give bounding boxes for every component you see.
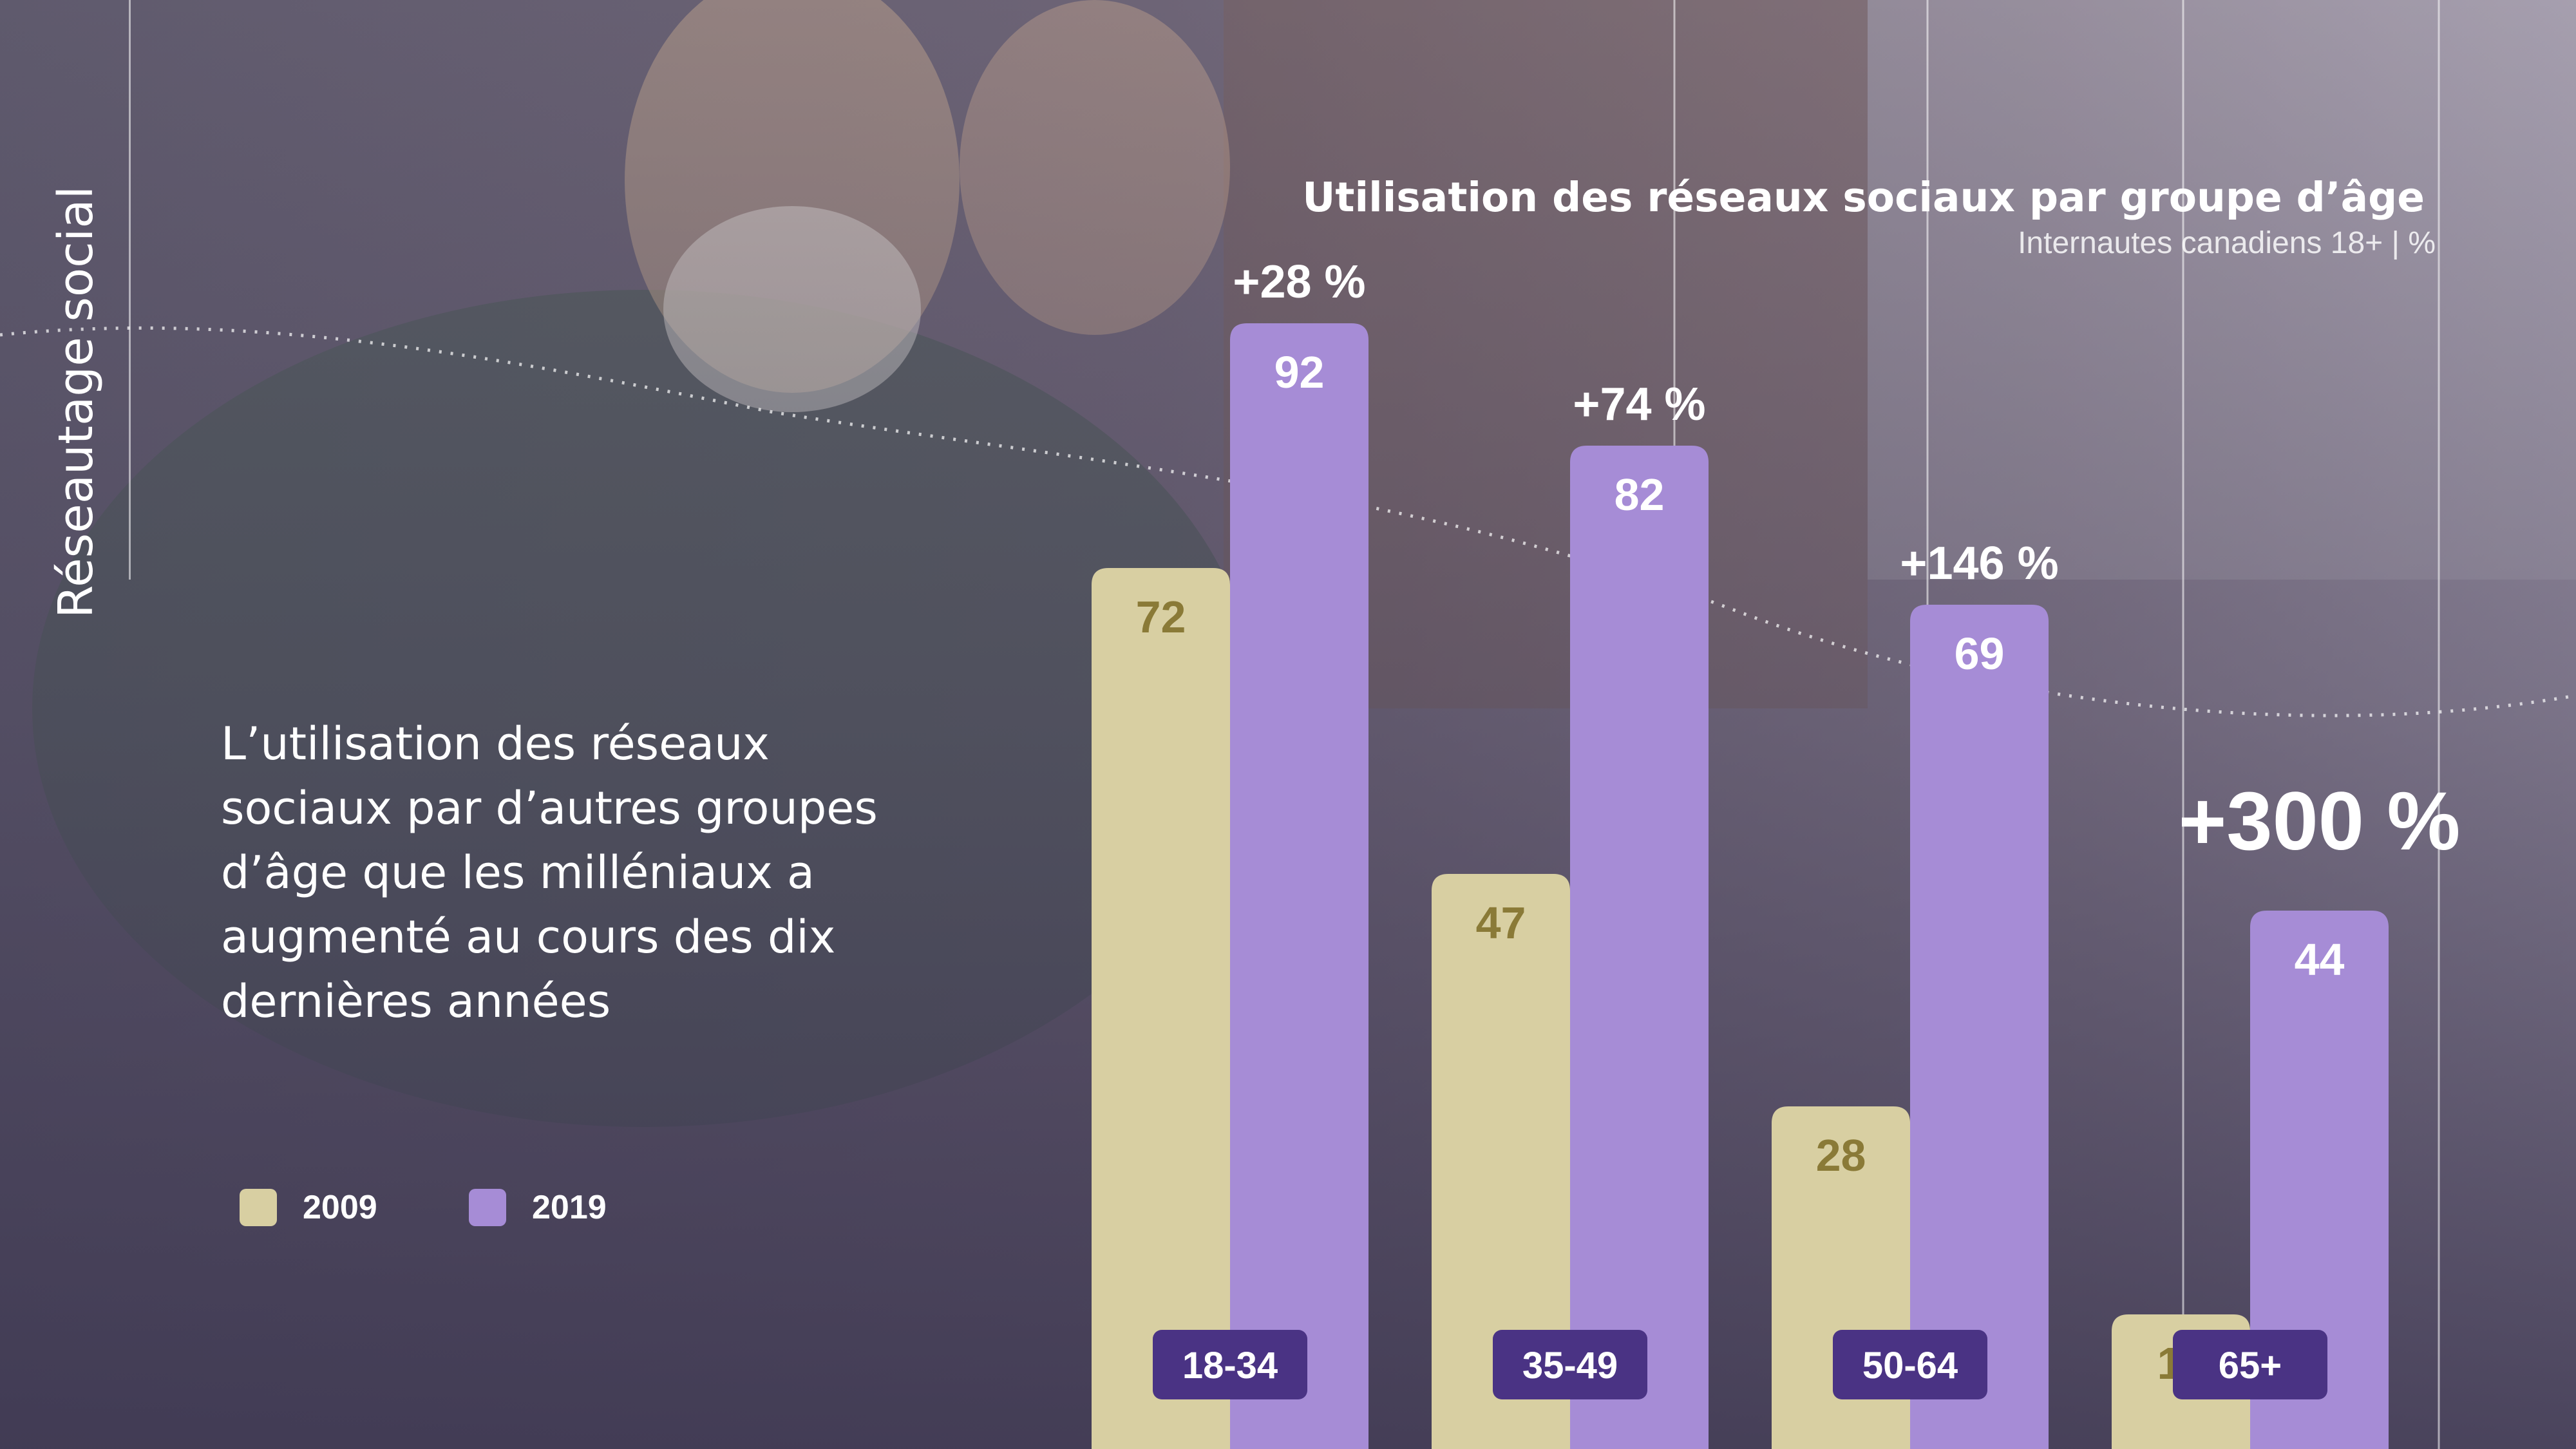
- category-pill-50-64: [1833, 1330, 1987, 1399]
- bar-2019-18-34: [1230, 323, 1368, 1449]
- legend-label-2019: 2019: [532, 1189, 607, 1226]
- bar-2009-18-34: [1092, 568, 1230, 1449]
- data-label-2019-50-64: 69: [1955, 629, 2005, 679]
- side-rule: [129, 0, 131, 580]
- change-label-18-34: +28 %: [1233, 256, 1365, 308]
- category-pill-18-34: [1153, 1330, 1307, 1399]
- chart-title: Utilisation des réseaux sociaux par grou…: [1302, 174, 2425, 221]
- legend-swatch-2009: [240, 1189, 277, 1226]
- legend-item-2009: 2009: [240, 1188, 377, 1227]
- bar-2019-35-49: [1570, 446, 1709, 1449]
- chart-subtitle: Internautes canadiens 18+ | %: [2018, 226, 2436, 260]
- category-label-18-34: 18-34: [1182, 1345, 1278, 1387]
- category-label-35-49: 35-49: [1522, 1345, 1618, 1387]
- change-label-65+: +300 %: [2179, 775, 2461, 867]
- category-pill-65+: [2173, 1330, 2327, 1399]
- change-label-50-64: +146 %: [1900, 538, 2058, 589]
- body-text: L’utilisation des réseaux sociaux par d’…: [221, 717, 878, 1028]
- change-label-35-49: +74 %: [1573, 379, 1705, 430]
- data-label-2009-50-64: 28: [1816, 1130, 1866, 1180]
- data-label-2009-18-34: 72: [1136, 592, 1186, 642]
- category-label-65+: 65+: [2219, 1345, 2282, 1387]
- bar-2019-50-64: [1910, 605, 2049, 1449]
- data-label-2019-35-49: 82: [1615, 469, 1665, 520]
- bar-2019-65+: [2250, 911, 2389, 1449]
- legend-item-2019: 2019: [469, 1188, 607, 1227]
- data-label-2009-35-49: 47: [1476, 898, 1526, 948]
- data-label-2019-18-34: 92: [1274, 347, 1325, 397]
- legend-label-2009: 2009: [303, 1189, 377, 1226]
- bar-2009-35-49: [1432, 874, 1570, 1449]
- category-label-50-64: 50-64: [1862, 1345, 1958, 1387]
- category-pill-35-49: [1493, 1330, 1647, 1399]
- data-label-2019-65+: 44: [2295, 934, 2345, 985]
- legend-swatch-2019: [469, 1189, 506, 1226]
